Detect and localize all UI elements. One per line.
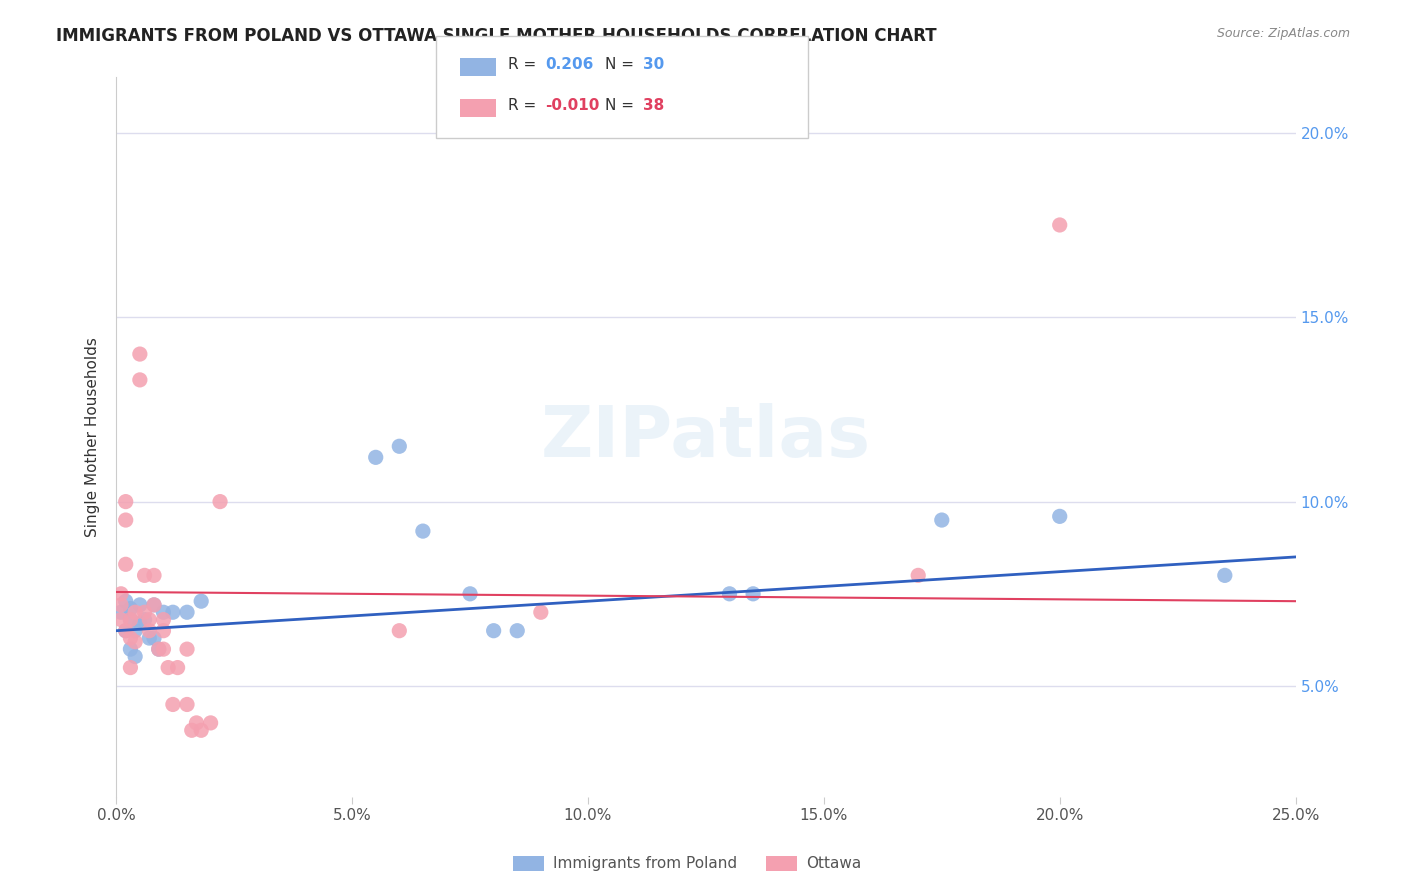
Y-axis label: Single Mother Households: Single Mother Households — [86, 337, 100, 537]
Point — [907, 568, 929, 582]
Point — [364, 450, 387, 465]
Text: Immigrants from Poland: Immigrants from Poland — [553, 856, 737, 871]
Point — [138, 613, 160, 627]
Point — [152, 605, 174, 619]
Point — [138, 631, 160, 645]
Point — [176, 642, 198, 657]
Point — [114, 594, 136, 608]
Text: N =: N = — [605, 98, 638, 112]
Point — [120, 601, 142, 615]
Point — [176, 605, 198, 619]
Point — [128, 616, 150, 631]
Point — [138, 624, 160, 638]
Text: -0.010: -0.010 — [546, 98, 600, 112]
Point — [148, 642, 170, 657]
Point — [110, 587, 132, 601]
Point — [1049, 218, 1071, 232]
Point — [120, 631, 142, 645]
Text: IMMIGRANTS FROM POLAND VS OTTAWA SINGLE MOTHER HOUSEHOLDS CORRELATION CHART: IMMIGRANTS FROM POLAND VS OTTAWA SINGLE … — [56, 27, 936, 45]
Point — [162, 698, 184, 712]
Text: N =: N = — [605, 57, 638, 71]
Point — [120, 660, 142, 674]
Point — [143, 598, 166, 612]
Point — [124, 605, 146, 619]
Point — [388, 624, 411, 638]
Point — [110, 605, 132, 619]
Point — [134, 605, 156, 619]
Point — [143, 598, 166, 612]
Point — [114, 494, 136, 508]
Point — [388, 439, 411, 453]
Point — [482, 624, 505, 638]
Point — [209, 494, 232, 508]
Point — [412, 524, 434, 538]
Point — [143, 568, 166, 582]
Point — [114, 624, 136, 638]
Point — [110, 598, 132, 612]
Point — [128, 598, 150, 612]
Point — [128, 347, 150, 361]
Point — [1049, 509, 1071, 524]
Point — [128, 373, 150, 387]
Point — [152, 624, 174, 638]
Text: R =: R = — [508, 57, 541, 71]
Point — [180, 723, 202, 738]
Point — [718, 587, 741, 601]
Point — [176, 698, 198, 712]
Text: ZIPatlas: ZIPatlas — [541, 402, 870, 472]
Point — [166, 660, 188, 674]
Text: 38: 38 — [643, 98, 664, 112]
Point — [162, 605, 184, 619]
Point — [124, 649, 146, 664]
Text: 0.206: 0.206 — [546, 57, 593, 71]
Point — [152, 613, 174, 627]
Point — [114, 513, 136, 527]
Point — [506, 624, 529, 638]
Point — [742, 587, 765, 601]
Point — [186, 715, 208, 730]
Point — [124, 634, 146, 648]
Point — [124, 624, 146, 638]
Text: Source: ZipAtlas.com: Source: ZipAtlas.com — [1216, 27, 1350, 40]
Point — [157, 660, 180, 674]
Point — [190, 594, 212, 608]
Point — [134, 568, 156, 582]
Point — [120, 613, 142, 627]
Text: Ottawa: Ottawa — [806, 856, 860, 871]
Point — [120, 642, 142, 657]
Point — [190, 723, 212, 738]
Point — [148, 642, 170, 657]
Point — [134, 613, 156, 627]
Point — [931, 513, 953, 527]
Point — [110, 613, 132, 627]
Point — [530, 605, 553, 619]
Point — [114, 558, 136, 572]
Point — [458, 587, 481, 601]
Point — [143, 631, 166, 645]
Point — [200, 715, 222, 730]
Point — [114, 624, 136, 638]
Point — [1213, 568, 1236, 582]
Point — [120, 613, 142, 627]
Text: 30: 30 — [643, 57, 664, 71]
Text: R =: R = — [508, 98, 541, 112]
Point — [152, 642, 174, 657]
